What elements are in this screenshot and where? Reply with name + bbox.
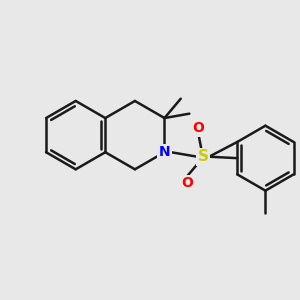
Text: N: N: [159, 145, 170, 159]
Text: O: O: [193, 122, 205, 136]
Text: O: O: [181, 176, 193, 190]
Text: S: S: [198, 149, 208, 164]
